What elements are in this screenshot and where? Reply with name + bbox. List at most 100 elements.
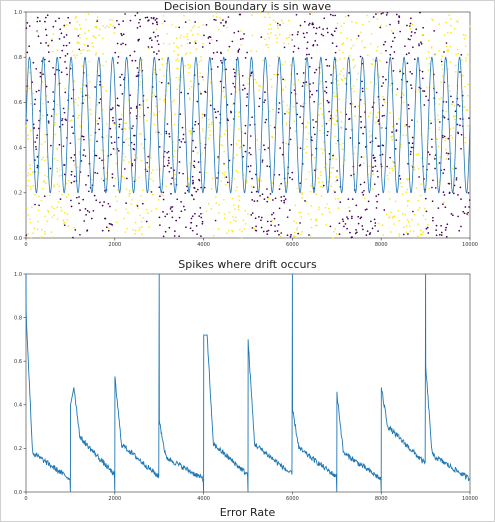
scatter-point bbox=[354, 115, 357, 117]
scatter-point bbox=[404, 213, 406, 216]
scatter-point bbox=[175, 37, 178, 39]
scatter-point bbox=[168, 170, 171, 173]
scatter-point bbox=[332, 157, 334, 160]
scatter-point bbox=[342, 67, 345, 70]
scatter-point bbox=[112, 107, 114, 109]
scatter-point bbox=[225, 176, 228, 178]
scatter-point bbox=[227, 119, 229, 122]
scatter-point bbox=[157, 43, 160, 46]
scatter-point bbox=[255, 50, 258, 53]
scatter-point bbox=[449, 61, 452, 63]
scatter-point bbox=[90, 113, 92, 115]
scatter-point bbox=[114, 195, 117, 198]
scatter-point bbox=[336, 74, 339, 77]
scatter-point bbox=[367, 115, 370, 118]
scatter-point bbox=[460, 133, 463, 136]
scatter-point bbox=[173, 150, 176, 152]
scatter-point bbox=[420, 229, 422, 232]
scatter-point bbox=[58, 169, 61, 171]
scatter-point bbox=[136, 27, 139, 29]
scatter-point bbox=[41, 236, 43, 239]
scatter-point bbox=[200, 212, 202, 215]
scatter-point bbox=[380, 85, 383, 87]
scatter-point bbox=[237, 139, 240, 142]
scatter-point bbox=[132, 228, 134, 231]
scatter-point bbox=[361, 80, 363, 83]
scatter-point bbox=[295, 228, 298, 231]
scatter-point bbox=[336, 170, 338, 172]
scatter-point bbox=[429, 119, 432, 122]
scatter-point bbox=[70, 173, 73, 176]
scatter-point bbox=[259, 11, 261, 14]
scatter-point bbox=[139, 214, 141, 217]
scatter-point bbox=[200, 92, 202, 95]
scatter-point bbox=[318, 206, 320, 209]
scatter-point bbox=[319, 107, 322, 110]
scatter-point bbox=[201, 220, 204, 223]
scatter-point bbox=[355, 204, 358, 207]
scatter-point bbox=[107, 202, 110, 205]
scatter-point bbox=[441, 64, 443, 66]
scatter-point bbox=[117, 56, 120, 58]
scatter-point bbox=[318, 103, 321, 105]
scatter-point bbox=[300, 211, 303, 214]
scatter-point bbox=[351, 198, 354, 200]
scatter-point bbox=[382, 75, 384, 78]
scatter-point bbox=[179, 146, 181, 149]
scatter-point bbox=[182, 172, 184, 175]
scatter-point bbox=[269, 23, 272, 26]
scatter-point bbox=[268, 36, 270, 39]
scatter-point bbox=[441, 68, 444, 71]
scatter-point bbox=[306, 145, 308, 148]
scatter-point bbox=[162, 194, 164, 197]
scatter-point bbox=[308, 171, 311, 173]
scatter-point bbox=[123, 168, 126, 170]
scatter-point bbox=[100, 149, 103, 151]
scatter-point bbox=[147, 225, 150, 228]
scatter-point bbox=[446, 31, 449, 34]
scatter-point bbox=[167, 150, 170, 153]
scatter-point bbox=[260, 179, 263, 182]
scatter-point bbox=[85, 184, 87, 186]
scatter-point bbox=[118, 118, 121, 121]
scatter-point bbox=[257, 180, 260, 182]
scatter-point bbox=[418, 44, 420, 47]
scatter-point bbox=[185, 226, 187, 229]
scatter-point bbox=[321, 186, 324, 189]
scatter-point bbox=[407, 162, 409, 165]
scatter-point bbox=[309, 83, 311, 85]
scatter-point bbox=[352, 85, 355, 87]
scatter-point bbox=[285, 37, 288, 39]
scatter-point bbox=[457, 52, 460, 55]
scatter-point bbox=[376, 18, 379, 20]
scatter-point bbox=[288, 176, 291, 179]
scatter-point bbox=[277, 111, 280, 114]
scatter-point bbox=[436, 163, 439, 166]
y-tick-label: 0.6 bbox=[14, 100, 22, 106]
x-tick-label: 0 bbox=[24, 496, 27, 502]
scatter-point bbox=[278, 102, 281, 104]
scatter-point bbox=[436, 138, 438, 141]
scatter-point bbox=[50, 115, 53, 117]
scatter-point bbox=[170, 192, 172, 195]
scatter-point bbox=[268, 110, 271, 113]
scatter-point bbox=[267, 32, 269, 35]
scatter-point bbox=[47, 211, 50, 213]
scatter-point bbox=[168, 226, 171, 229]
scatter-point bbox=[114, 209, 117, 211]
scatter-point bbox=[318, 129, 321, 132]
scatter-point bbox=[44, 233, 46, 235]
scatter-point bbox=[439, 156, 441, 159]
scatter-point bbox=[169, 207, 172, 210]
scatter-point bbox=[335, 158, 338, 161]
scatter-point bbox=[399, 70, 401, 73]
scatter-point bbox=[375, 207, 378, 209]
scatter-point bbox=[281, 63, 284, 66]
scatter-point bbox=[34, 193, 36, 196]
scatter-point bbox=[284, 86, 287, 88]
scatter-point bbox=[238, 146, 241, 149]
scatter-point bbox=[85, 37, 88, 40]
scatter-point bbox=[165, 132, 168, 135]
scatter-point bbox=[264, 91, 266, 93]
scatter-point bbox=[368, 130, 371, 133]
